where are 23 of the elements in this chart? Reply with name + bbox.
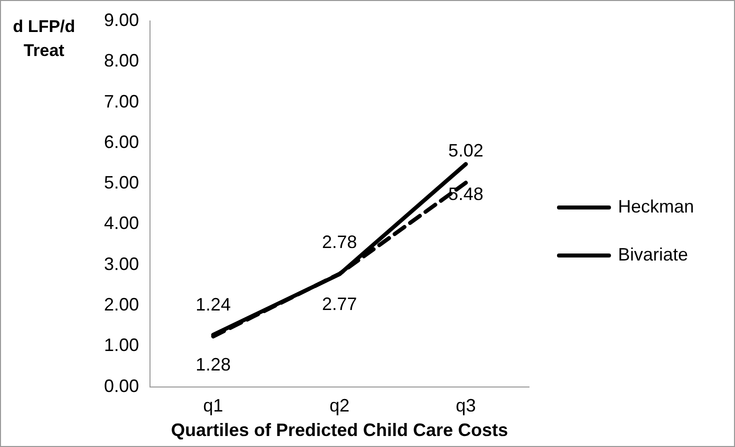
x-tick-label: q2 bbox=[329, 396, 350, 416]
y-tick-label: 5.00 bbox=[104, 172, 140, 193]
x-axis-title: Quartiles of Predicted Child Care Costs bbox=[170, 420, 508, 440]
legend-label: Heckman bbox=[618, 196, 694, 216]
y-tick-label: 4.00 bbox=[104, 213, 140, 234]
x-tick-label: q1 bbox=[203, 396, 224, 416]
data-label: 2.78 bbox=[322, 232, 358, 252]
y-tick-label: 8.00 bbox=[104, 50, 140, 71]
x-tick-label: q3 bbox=[456, 396, 476, 416]
y-tick-label: 6.00 bbox=[104, 132, 140, 152]
data-label: 1.24 bbox=[196, 294, 231, 314]
data-label: 5.48 bbox=[448, 184, 484, 204]
y-axis-title: d LFP/d Treat bbox=[12, 16, 76, 62]
y-tick-label: 0.00 bbox=[104, 376, 140, 396]
data-label: 5.02 bbox=[448, 140, 484, 161]
data-label: 2.77 bbox=[322, 294, 358, 314]
y-tick-label: 9.00 bbox=[104, 10, 140, 30]
y-tick-label: 3.00 bbox=[104, 254, 140, 274]
legend-label: Bivariate bbox=[618, 244, 688, 264]
y-tick-label: 2.00 bbox=[104, 294, 140, 314]
y-tick-label: 1.00 bbox=[104, 335, 140, 356]
data-label: 1.28 bbox=[196, 354, 231, 375]
y-tick-label: 7.00 bbox=[104, 91, 140, 112]
